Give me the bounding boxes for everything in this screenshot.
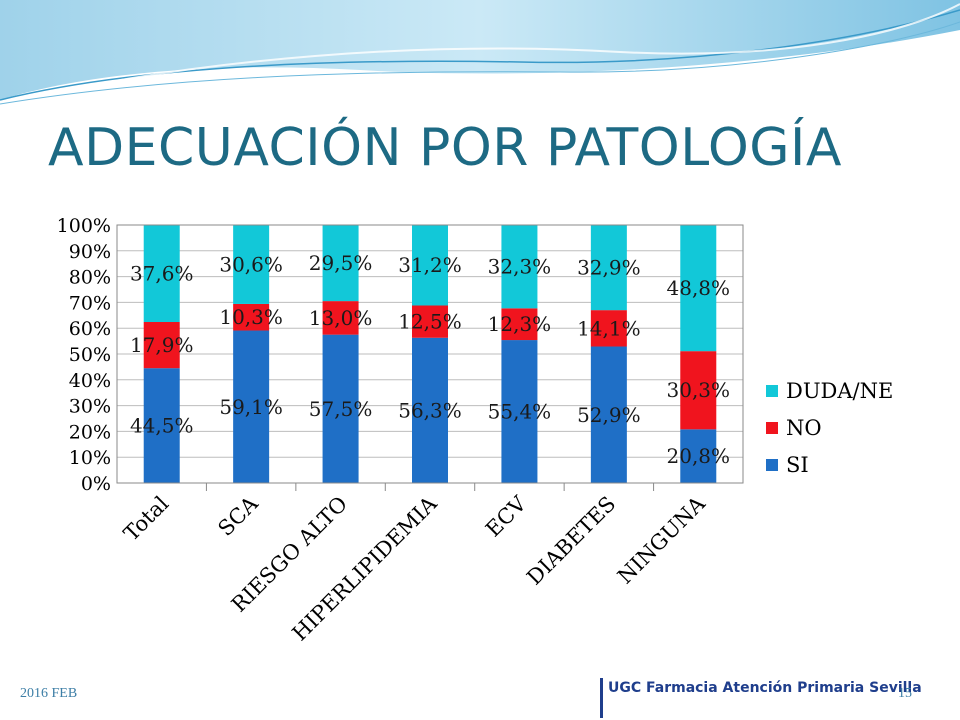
footer-divider [600,678,603,718]
bar-segment [590,225,627,311]
y-tick-label: 90% [69,241,111,263]
y-tick-label: 10% [69,447,111,469]
page-number: 15 [898,686,912,701]
data-label: 29,5% [309,251,373,275]
bar-segment [412,337,448,483]
y-tick-label: 70% [69,292,111,314]
x-tick-label: SCA [213,491,263,541]
y-tick-label: 100% [57,215,111,237]
bars [143,225,717,483]
bar-segment [680,351,717,430]
legend: DUDA/NE NO SI [766,379,893,477]
data-label: 20,8% [667,444,731,468]
x-tick-label: DIABETES [522,492,620,590]
y-tick-label: 50% [69,344,111,366]
data-label: 32,9% [577,256,641,280]
data-label: 13,0% [309,306,373,330]
bar-segment [680,225,717,352]
legend-label: DUDA/NE [786,379,893,403]
bar-segment [322,301,359,335]
footer-organization: UGC Farmacia Atención Primaria Sevilla [608,680,922,696]
legend-label: SI [786,453,809,477]
data-label: 17,9% [130,333,194,357]
data-label: 31,2% [398,253,462,277]
bar-segment [501,308,538,341]
bar-segment [233,330,270,483]
y-tick-label: 40% [69,370,111,392]
data-labels: 44,5% 17,9% 37,6% 59,1% 10,3% 30,6% 57,5% 13,0%… [130,251,730,468]
data-label: 10,3% [219,305,283,329]
bar-segment [590,346,627,483]
bar-segment [590,310,627,347]
data-label: 30,6% [219,252,283,276]
data-label: 32,3% [488,255,552,279]
data-label: 37,6% [130,262,194,286]
header-wave-decoration [0,0,960,105]
data-label: 48,8% [667,276,731,300]
bar-segment [143,225,180,323]
bar-segment [501,225,538,309]
bar-segment [233,303,270,331]
legend-label: NO [786,416,822,440]
bar-segment [143,368,180,483]
bar-segment [412,305,448,338]
footer-date: 2016 FEB [20,686,78,701]
x-tick-label: ECV [481,491,531,541]
bar-segment [143,322,180,369]
data-label: 12,3% [488,312,552,336]
bar-segment [680,429,717,483]
y-tick-label: 0% [81,473,111,495]
bar-segment [412,225,448,306]
legend-swatch [766,459,778,471]
bar-segment [322,225,359,302]
legend-swatch [766,385,778,397]
data-label: 14,1% [577,316,641,340]
data-label: 52,9% [577,403,641,427]
plot-border [116,224,744,484]
bar-segment [322,334,359,483]
data-label: 12,5% [398,310,462,334]
stacked-bar-chart: 44,5% 17,9% 37,6% 59,1% 10,3% 30,6% 57,5% 13,0%… [57,215,894,646]
data-label: 56,3% [398,398,462,422]
y-tick-label: 80% [69,267,111,289]
data-label: 59,1% [219,395,283,419]
data-label: 55,4% [488,400,552,424]
legend-swatch [766,422,778,434]
slide-title: ADECUACIÓN POR PATOLOGÍA [48,118,842,178]
x-tick-label: Total [119,491,173,545]
data-label: 57,5% [309,397,373,421]
y-tick-label: 20% [69,421,111,443]
x-tick-label: HIPERLIPIDEMIA [288,491,443,646]
y-tick-label: 30% [69,396,111,418]
bar-segment [501,340,538,483]
data-label: 30,3% [667,378,731,402]
y-tick-label: 60% [69,318,111,340]
x-tick-label: NINGUNA [613,491,711,589]
bar-segment [233,225,270,304]
data-label: 44,5% [130,414,194,438]
